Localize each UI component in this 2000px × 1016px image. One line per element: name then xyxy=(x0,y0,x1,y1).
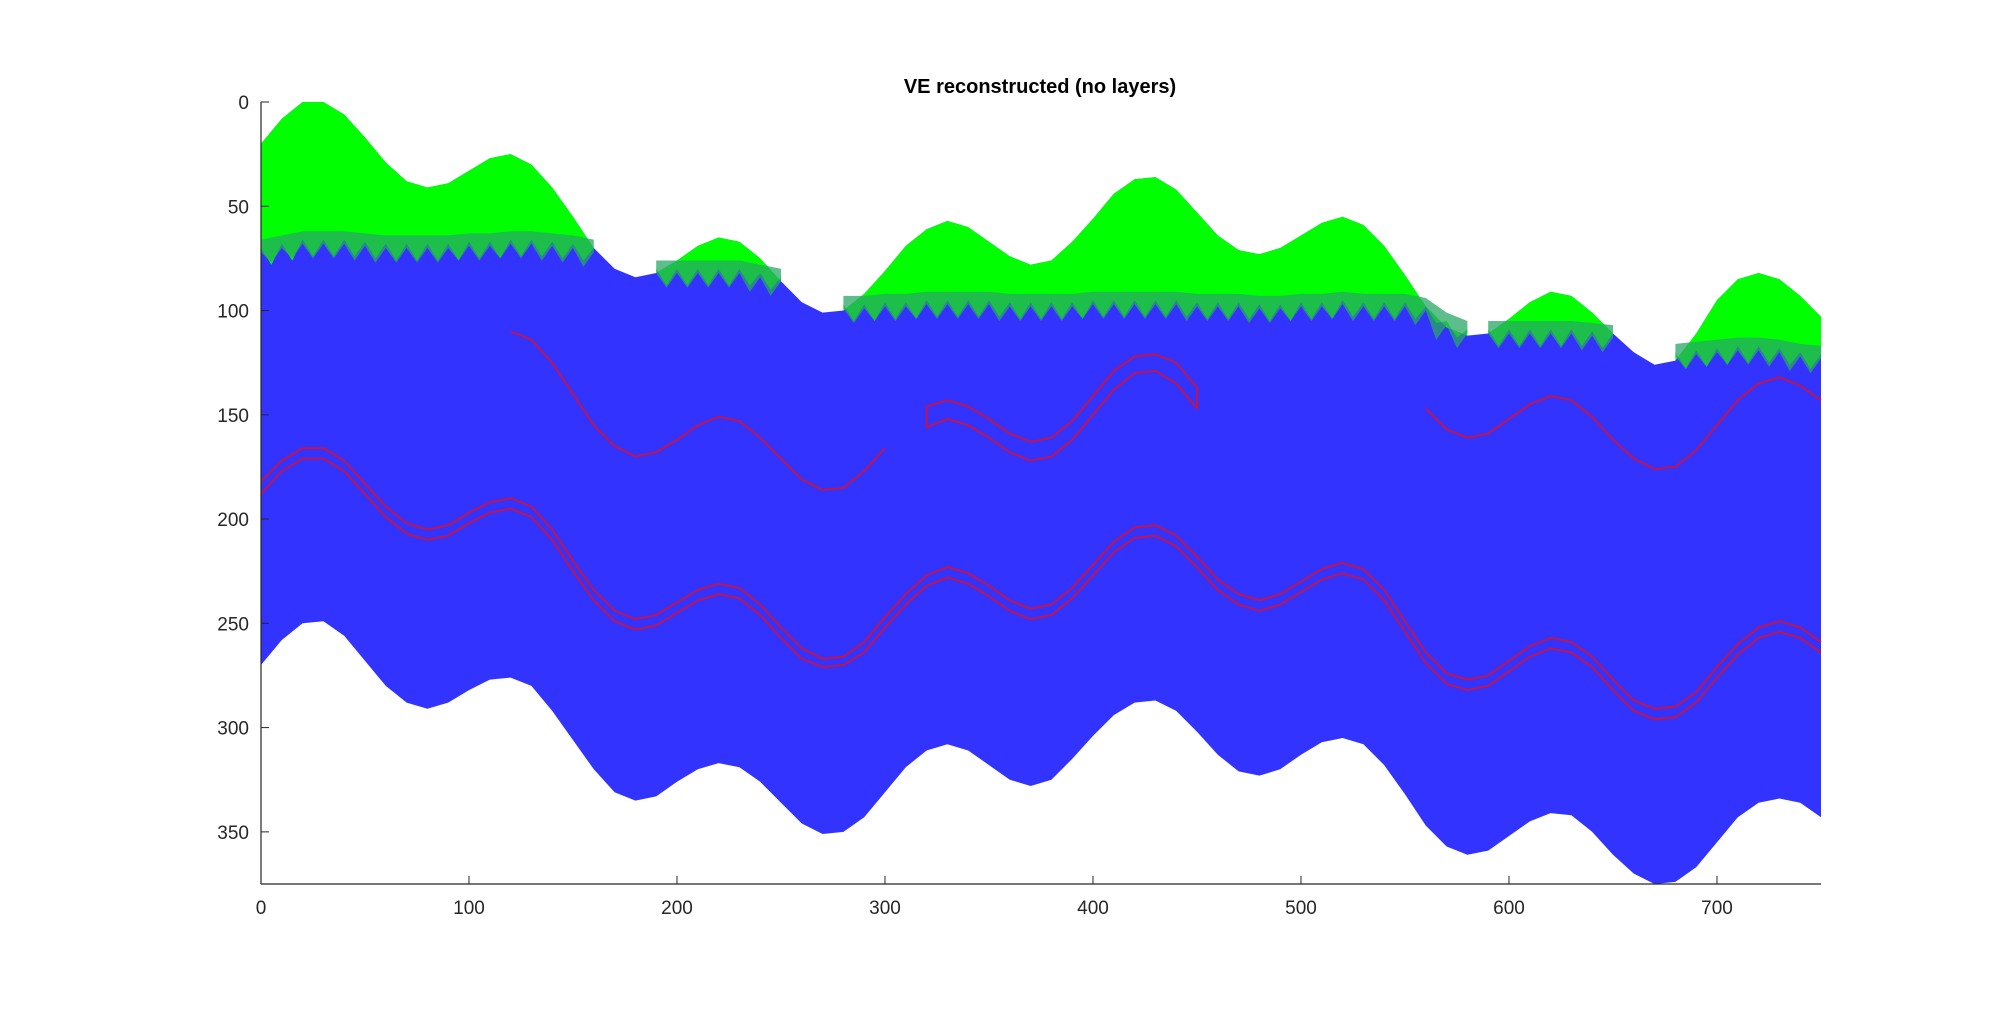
red-line-4 xyxy=(925,353,1198,462)
green-layer-1 xyxy=(261,102,594,265)
y-tick-label: 50 xyxy=(228,197,249,218)
transition-band-5 xyxy=(1675,337,1821,374)
x-tick-label: 100 xyxy=(453,898,485,919)
red-line-2 xyxy=(260,457,1822,721)
body-area xyxy=(261,102,1821,884)
transition-band-3 xyxy=(843,291,1468,349)
x-tick-label: 300 xyxy=(869,898,901,919)
x-tick-label: 600 xyxy=(1493,898,1525,919)
y-tick-label: 150 xyxy=(217,406,249,427)
red-line-3 xyxy=(510,330,886,491)
x-tick-label: 700 xyxy=(1701,898,1733,919)
y-tick-label: 200 xyxy=(217,510,249,531)
y-tick-label: 300 xyxy=(217,719,249,740)
x-tick-label: 400 xyxy=(1077,898,1109,919)
chart-title: VE reconstructed (no layers) xyxy=(904,76,1176,98)
y-tick-label: 100 xyxy=(217,302,249,323)
red-line-5 xyxy=(1425,376,1822,470)
x-tick-label: 200 xyxy=(661,898,693,919)
x-tick-label: 0 xyxy=(256,898,267,919)
transition-band-1 xyxy=(261,231,594,267)
red-line-1 xyxy=(260,447,1822,710)
y-tick-label: 250 xyxy=(217,614,249,635)
axes: 0 100 200 300 400 500 600 700 0 50 100 150 200 250 300… xyxy=(217,93,1821,919)
plot-area xyxy=(260,102,1822,884)
transition-band-2 xyxy=(656,260,781,296)
y-tick-label: 350 xyxy=(217,823,249,844)
transition-band-4 xyxy=(1488,321,1613,353)
y-tick-label: 0 xyxy=(238,93,249,114)
x-tick-label: 500 xyxy=(1285,898,1317,919)
